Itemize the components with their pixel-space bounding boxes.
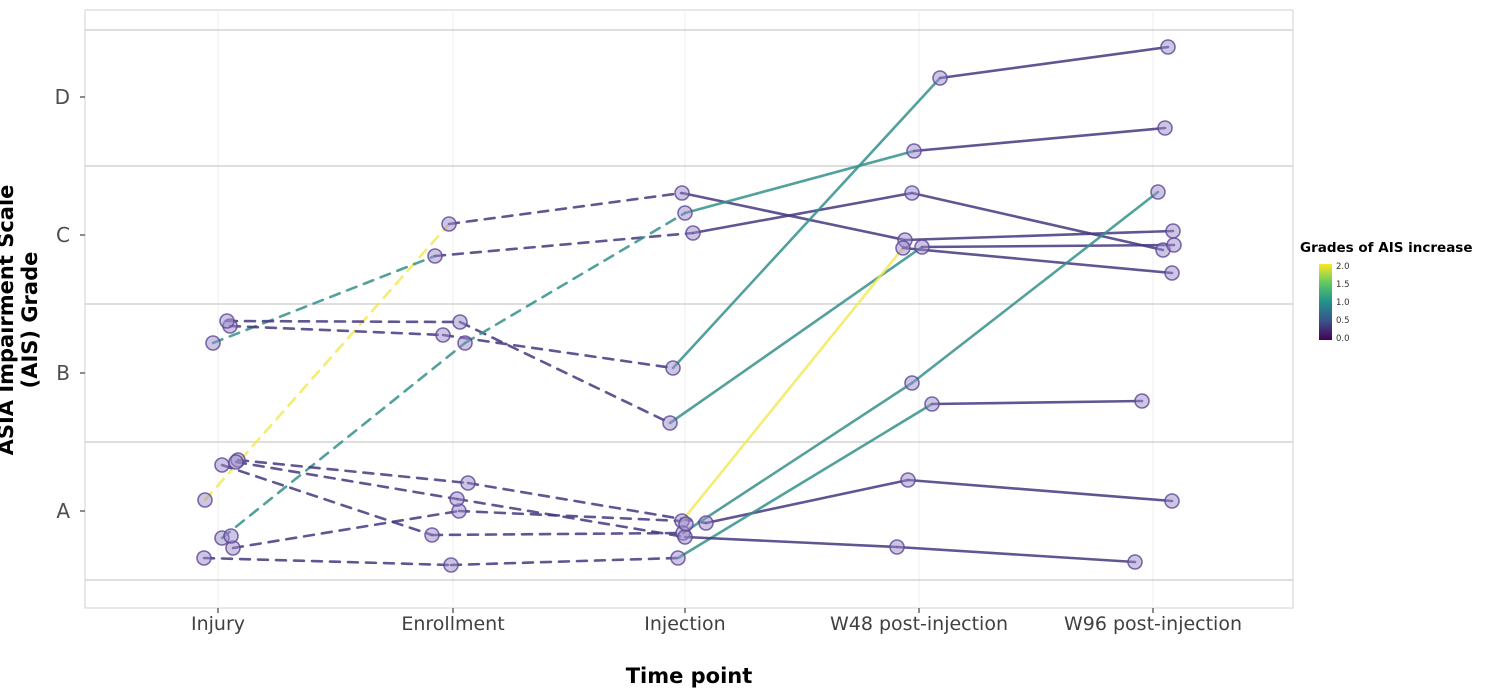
x-tick-label-w48: W48 post-injection (829, 613, 1009, 635)
x-axis-title: Time point (625, 664, 753, 688)
legend-tick-0.5: 0.5 (1336, 316, 1350, 326)
y-tick-label-d: D (54, 85, 70, 109)
legend-tick-2.0: 2.0 (1336, 262, 1350, 272)
y-axis-title: ASIA Impairment Scale (AIS) Grade (0, 184, 42, 456)
legend-title: Grades of AIS increase (1300, 240, 1473, 256)
legend-tick-labels: 2.0 1.5 1.0 0.5 0.0 (1336, 262, 1376, 344)
x-tick-label-enrollment: Enrollment (401, 613, 505, 635)
x-tick-label-injury: Injury (190, 613, 246, 635)
legend-tick-0.0: 0.0 (1336, 334, 1350, 344)
y-tick-label-b: B (56, 361, 70, 385)
legend-tick-1.0: 1.0 (1336, 298, 1350, 308)
x-tick-label-w96: W96 post-injection (1063, 613, 1243, 635)
viridis-colorbar (1319, 264, 1332, 340)
y-tick-label-c: C (56, 223, 70, 247)
x-tick-label-injection: Injection (644, 613, 726, 635)
legend-tick-1.5: 1.5 (1336, 280, 1350, 290)
y-tick-label-a: A (56, 499, 70, 523)
color-legend: Grades of AIS increase 2.0 1.5 1.0 0.5 0… (1300, 240, 1500, 344)
